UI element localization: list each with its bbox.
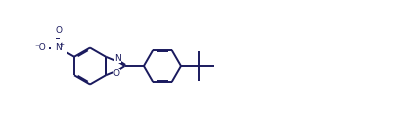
Text: N: N: [55, 43, 62, 52]
Text: O: O: [55, 26, 62, 35]
Text: +: +: [59, 43, 65, 48]
Text: N: N: [114, 54, 121, 63]
Text: O: O: [113, 69, 120, 78]
Text: ⁻O: ⁻O: [34, 43, 46, 52]
